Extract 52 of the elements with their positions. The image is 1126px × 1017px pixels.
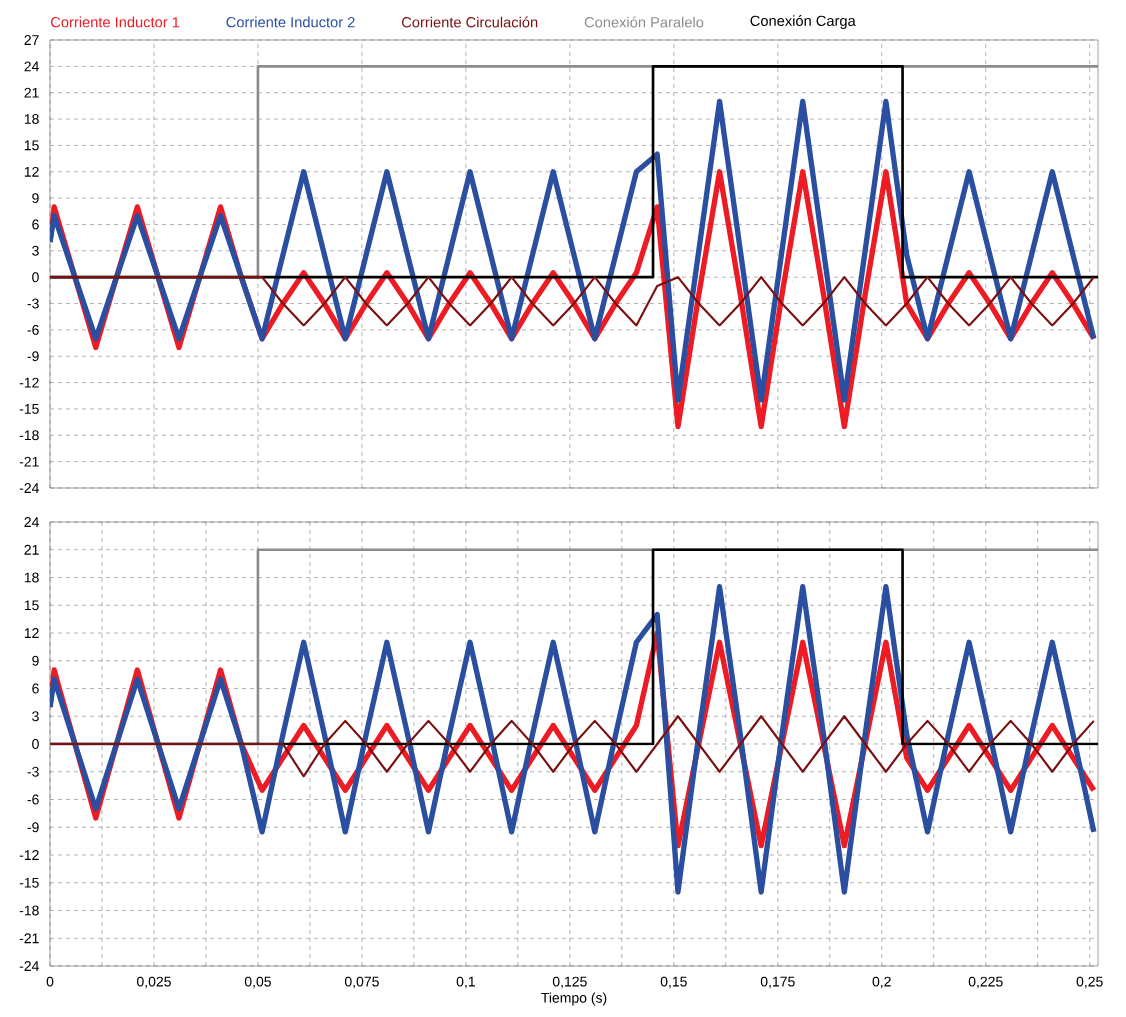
y-tick-label: 12 [24,166,39,177]
y-tick-label: -6 [27,324,39,335]
y-tick-label: 9 [32,655,39,666]
y-tick-label: 18 [24,114,39,125]
y-tick-label: -18 [19,905,39,916]
x-tick-label: 0,225 [968,976,1003,989]
text: Corriente Inductor 1 [51,16,180,28]
x-tick-label: 0,15 [660,976,687,989]
y-tick-label: 24 [24,517,39,527]
y-tick-label: -24 [19,961,39,971]
y-tick-label: 12 [24,628,39,638]
y-tick-label: -12 [19,377,39,388]
x-axis-title: Tiempo (s) [541,992,607,1006]
y-tick-label: -21 [19,933,39,944]
y-tick-label: -3 [27,298,39,309]
y-tick-label: 0 [32,272,39,283]
y-tick-label: -21 [19,456,39,467]
x-tick-label: 0,05 [244,976,271,989]
y-tick-label: 6 [32,683,39,694]
y-tick-label: -6 [27,794,39,805]
y-tick-label: -24 [19,483,39,493]
x-tick-label: 0,125 [552,976,587,989]
x-tick-label: 0,175 [760,976,795,989]
y-tick-label: 3 [32,245,39,256]
y-tick-label: 6 [32,219,39,230]
y-tick-label: 9 [32,193,39,204]
x-tick-label: 0,025 [137,976,171,989]
y-tick-label: 24 [24,61,39,72]
x-tick-label: 0,2 [872,976,891,989]
y-tick-label: -15 [19,404,39,414]
y-tick-label: -18 [19,430,39,441]
x-tick-label: 0 [46,976,54,987]
y-tick-label: 15 [24,140,39,151]
y-tick-label: 21 [24,544,39,555]
y-tick-label: -12 [19,850,39,860]
y-tick-label: -15 [19,877,39,888]
y-tick-label: 18 [24,572,39,583]
text: Conexión Paralelo [584,16,704,28]
y-tick-label: 27 [24,35,39,45]
x-tick-label: 0,25 [1076,976,1103,989]
x-tick-label: 0,1 [456,976,475,989]
y-tick-label: -3 [27,766,39,777]
y-tick-label: 15 [24,600,39,611]
x-tick-label: 0,075 [344,976,379,989]
y-tick-label: -9 [27,351,39,362]
text: Corriente Circulación [402,16,538,28]
y-tick-label: 3 [32,711,39,722]
y-tick-label: 21 [24,87,39,98]
y-tick-label: -9 [27,822,39,833]
y-tick-label: 0 [32,739,39,749]
text: Conexión Carga [750,15,856,29]
text: Corriente Inductor 2 [226,16,355,28]
